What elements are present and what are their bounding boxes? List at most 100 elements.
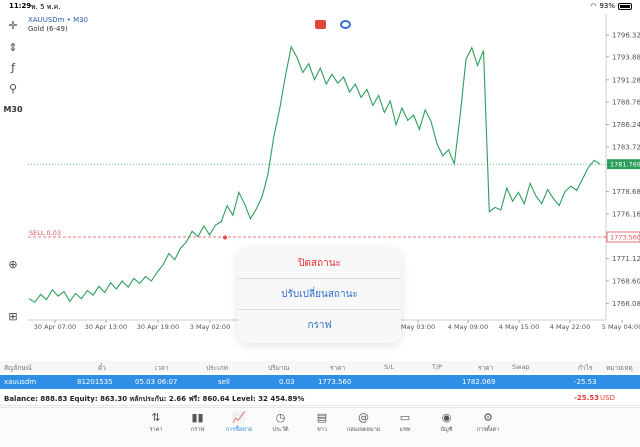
settings-icon: ⚙	[483, 411, 493, 424]
row-symbol: xauusdm	[4, 378, 37, 386]
balance-row: Balance: 888.83 Equity: 863.30 หลักประกั…	[0, 391, 640, 406]
col-current-price: ราคา	[478, 364, 494, 372]
news-icon: ▤	[316, 411, 328, 424]
col-sl: S/L	[384, 363, 394, 371]
add-icon[interactable]: ⊞	[8, 309, 18, 323]
row-time: 05.03 06:07	[135, 378, 178, 386]
nav-settings[interactable]: ⚙ การตั้งค่า	[470, 410, 506, 442]
signal-icon[interactable]	[340, 20, 351, 29]
x-tick-label: 30 Apr 13:00	[85, 323, 127, 331]
battery-percent: 93%	[599, 2, 615, 10]
nav-account[interactable]: ◉ บัญชี	[429, 410, 465, 442]
left-toolbar: ✛ ⇕ ƒ ⚲ M30 ⊕ ⊞	[0, 14, 26, 332]
indicators-icon[interactable]: ⇕	[8, 40, 18, 54]
mailbox-icon: @	[358, 411, 369, 424]
x-tick-label: 5 May 04:00	[602, 323, 640, 331]
row-profit: -25.53	[574, 378, 597, 386]
row-current-price: 1782.069	[462, 378, 496, 386]
trade-icon: 📈	[232, 411, 246, 424]
col-type: ประเภท	[206, 364, 228, 372]
chart-description: Gold (6-49)	[28, 25, 68, 33]
trade-table-header: สัญลักษณ์ ตั๋ว เวลา ประเภท ปริมาณ ราคา S…	[0, 361, 640, 373]
current-price-tag-label: 1781.769	[610, 161, 640, 169]
account-icon: ◉	[441, 411, 452, 424]
nav-news[interactable]: ▤ ข่าว	[304, 410, 340, 442]
x-tick-label: 3 May 02:00	[190, 323, 230, 331]
chat-icon: ▭	[399, 411, 411, 424]
nav-mailbox[interactable]: @ กล่องจดหมาย	[346, 410, 382, 442]
col-time: เวลา	[155, 364, 169, 372]
nav-chart[interactable]: ▮▮ กราฟ	[180, 410, 216, 442]
y-tick-label: 1786.240	[612, 121, 640, 129]
balance-text: Balance: 888.83 Equity: 863.30 หลักประกั…	[4, 395, 305, 403]
chart-area[interactable]: 1796.320 1793.880 1791.280 1788.760 1786.240…	[0, 14, 640, 332]
status-right: ◠ 93%	[590, 2, 632, 10]
col-swap: Swap	[512, 363, 530, 371]
nav-label: แชท	[399, 427, 411, 433]
balance-currency: USD	[600, 394, 615, 402]
nav-label: ข่าว	[317, 427, 327, 433]
crosshair-icon[interactable]: ✛	[8, 18, 18, 32]
one-click-trading-icon[interactable]	[315, 20, 326, 29]
col-volume: ปริมาณ	[268, 364, 290, 372]
y-tick-label: 1771.120	[612, 255, 640, 263]
timeframe-button[interactable]: M30	[3, 104, 23, 114]
objects-icon[interactable]: ⚲	[8, 81, 18, 95]
x-tick-label: 4 May 09:00	[448, 323, 488, 331]
row-price: 1773.560	[318, 378, 352, 386]
status-time: 11:29	[9, 2, 32, 10]
row-ticket: 81201535	[77, 378, 113, 386]
row-type: sell	[218, 378, 230, 386]
price-series-line	[28, 45, 601, 304]
modify-position-button[interactable]: ปรับเปลี่ยนสถานะ	[238, 279, 401, 310]
row-volume: 0.03	[279, 378, 295, 386]
col-comment: หมายเหตุ	[606, 364, 633, 372]
x-tick-label: 4 May 22:00	[550, 323, 590, 331]
y-tick-label: 1788.760	[612, 99, 640, 107]
y-tick-label: 1796.320	[612, 32, 640, 40]
chart-button[interactable]: กราฟ	[307, 320, 332, 331]
zoom-icon[interactable]: ⊕	[8, 257, 18, 271]
x-tick-label: 30 Apr 07:00	[34, 323, 76, 331]
sell-price-tag-label: 1773.560	[610, 233, 640, 241]
nav-label: ประวัติ	[272, 427, 289, 433]
col-tp: T/P	[432, 363, 443, 371]
position-context-menu: ปิดสถานะ ปรับเปลี่ยนสถานะ กราฟ	[238, 248, 401, 343]
nav-chat[interactable]: ▭ แชท	[387, 410, 423, 442]
y-tick-label: 1783.720	[612, 143, 640, 151]
nav-label: กราฟ	[190, 427, 205, 433]
y-tick-label: 1768.600	[612, 277, 640, 285]
col-price: ราคา	[330, 364, 346, 372]
y-tick-label: 1776.160	[612, 210, 640, 218]
close-position-button[interactable]: ปิดสถานะ	[238, 248, 401, 279]
x-tick-label: May 03:00	[401, 323, 435, 331]
quotes-icon: ⇅	[151, 411, 161, 424]
entry-marker	[223, 235, 227, 240]
chart-header: XAUUSDm • M30 Gold (6-49)	[28, 16, 88, 34]
nav-label: การตั้งค่า	[476, 427, 500, 433]
status-bar: 11:29 พ. 5 พ.ค. ◠ 93%	[0, 0, 640, 13]
history-icon: ◷	[275, 411, 286, 424]
nav-label: ราคา	[149, 427, 163, 433]
nav-quotes[interactable]: ⇅ ราคา	[138, 410, 174, 442]
sell-price-tag	[606, 231, 640, 243]
col-profit: กำไร	[578, 364, 593, 372]
y-tick-label: 1791.280	[612, 76, 640, 84]
y-tick-label: 1778.680	[612, 188, 640, 196]
nav-label: บัญชี	[440, 427, 453, 433]
nav-history[interactable]: ◷ ประวัติ	[263, 410, 299, 442]
current-price-tag	[607, 159, 640, 170]
y-tick-label: 1793.880	[612, 53, 640, 61]
nav-trade[interactable]: 📈 การซื้อขาย	[221, 410, 257, 442]
balance-total: -25.53	[574, 394, 600, 402]
nav-label: การซื้อขาย	[225, 427, 253, 433]
x-tick-label: 4 May 15:00	[499, 323, 539, 331]
chart-symbol: XAUUSDm • M30	[28, 16, 89, 24]
nav-label: กล่องจดหมาย	[346, 427, 381, 433]
y-tick-label: 1766.080	[612, 300, 640, 308]
chart-icon: ▮▮	[191, 411, 204, 424]
price-chart[interactable]: 1796.320 1793.880 1791.280 1788.760 1786.240…	[0, 14, 640, 332]
function-icon[interactable]: ƒ	[11, 60, 15, 74]
table-row[interactable]: xauusdm 81201535 05.03 06:07 sell 0.03 1…	[0, 375, 640, 389]
col-ticket: ตั๋ว	[98, 364, 106, 372]
